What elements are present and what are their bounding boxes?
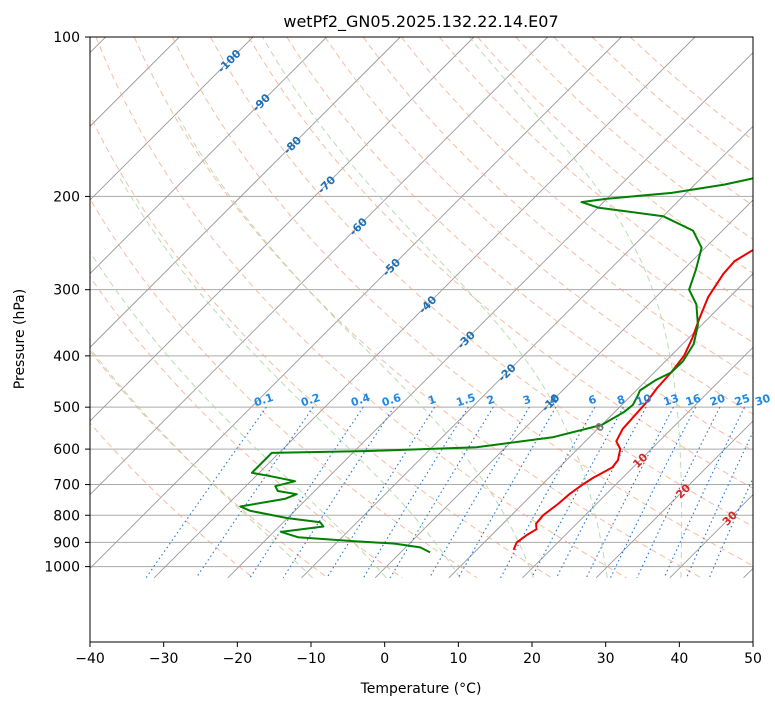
mixing-ratio-label: 4 [548, 393, 560, 408]
x-tick-label: 50 [744, 651, 762, 667]
x-tick-label: −20 [223, 651, 253, 667]
isotherm-line [227, 52, 753, 579]
mixing-ratio-label: 20 [708, 391, 727, 408]
mixing-ratio-line [609, 406, 697, 579]
chart-title: wetPf2_GN05.2025.132.22.14.E07 [283, 12, 558, 32]
y-axis-title: Pressure (hPa) [12, 289, 28, 389]
mixing-ratio-label: 0.2 [299, 391, 322, 409]
y-tick-label: 1000 [44, 560, 80, 576]
mixing-ratio-line [389, 406, 494, 579]
plot-area [90, 37, 753, 642]
isotherm-line [153, 37, 696, 579]
isotherm-line [90, 37, 254, 201]
mixing-ratio-label: 2 [485, 393, 496, 408]
isotherm-line [522, 346, 753, 579]
y-tick-label: 300 [53, 283, 80, 299]
dry-adiabat-line [248, 37, 753, 489]
isotherm-line [90, 37, 622, 569]
isotherm-line [90, 37, 475, 422]
moist-adiabat-line [90, 347, 313, 579]
mixing-ratio-label: 13 [662, 392, 681, 409]
background-lines [90, 37, 753, 579]
x-axis-title: Temperature (°C) [360, 681, 482, 697]
mixing-ratio-label: 0.1 [252, 391, 275, 409]
y-tick-label: 900 [53, 535, 80, 551]
mixing-ratio-label: 10 [634, 391, 653, 408]
isotherm-line [301, 125, 753, 579]
axes: −40 −30 −20 −10 0 10 20 30 40 5010020030040050060… [44, 30, 762, 667]
moist-adiabat-line [90, 250, 387, 579]
isotherm-line [448, 273, 753, 579]
mixing-ratio-label: 6 [587, 393, 599, 408]
y-tick-label: 400 [53, 349, 80, 365]
x-tick-label: 20 [523, 651, 541, 667]
isotherm-line [595, 420, 753, 579]
dry-adiabat-line [90, 422, 254, 579]
x-tick-label: 30 [597, 651, 615, 667]
mixing-ratio-line [282, 406, 395, 579]
mixing-ratio-label: 1 [426, 393, 437, 408]
dewpoint-profile-line [239, 177, 753, 554]
y-tick-label: 500 [53, 400, 80, 416]
mixing-ratio-label: 1.5 [455, 391, 478, 409]
mixing-ratio-label: 0.6 [380, 391, 403, 409]
dry-adiabat-line [400, 37, 753, 344]
dry-adiabat-line [90, 197, 478, 579]
dry-adiabat-line [477, 37, 753, 274]
mixing-ratio-line [326, 406, 436, 579]
mixing-ratio-label: 30 [754, 391, 773, 408]
isotherm-line [90, 37, 401, 348]
line-labels: 0.10.20.40.611.52346810131620253036-100-… [215, 47, 775, 529]
y-tick-label: 600 [53, 442, 80, 458]
mixing-ratio-line [585, 406, 674, 579]
mixing-ratio-line [500, 406, 596, 579]
y-tick-label: 700 [53, 478, 80, 494]
temperature-profile-line [512, 248, 753, 551]
y-tick-label: 100 [53, 30, 80, 46]
dry-adiabat-line [95, 37, 627, 579]
x-tick-label: 10 [449, 651, 467, 667]
y-tick-label: 800 [53, 508, 80, 524]
dry-adiabat-line [210, 37, 753, 528]
mixing-ratio-label: 16 [684, 391, 703, 408]
profile-lines [239, 177, 753, 554]
mixing-ratio-label: 0.4 [349, 391, 372, 409]
moist-adiabat-line [119, 178, 461, 579]
isotherm-line [90, 37, 548, 496]
dry-adiabat-line [286, 37, 753, 452]
mixing-ratio-label: 8 [615, 393, 626, 408]
dry-adiabat-line [133, 37, 702, 579]
mixing-ratio-label: 3 [521, 393, 532, 408]
mixing-ratio-label: 25 [733, 392, 752, 409]
isotherm-line [90, 37, 327, 275]
mixing-ratio-line [429, 406, 530, 579]
plot-frame [89, 36, 754, 643]
moist-adiabat-line [262, 37, 608, 578]
x-tick-label: −30 [149, 651, 179, 667]
y-tick-label: 200 [53, 189, 80, 205]
x-tick-label: 0 [380, 651, 389, 667]
mixing-ratio-line [362, 406, 469, 579]
x-tick-label: −10 [296, 651, 326, 667]
x-tick-label: −40 [75, 651, 105, 667]
x-tick-label: 40 [670, 651, 688, 667]
dry-adiabat-line [439, 37, 753, 309]
